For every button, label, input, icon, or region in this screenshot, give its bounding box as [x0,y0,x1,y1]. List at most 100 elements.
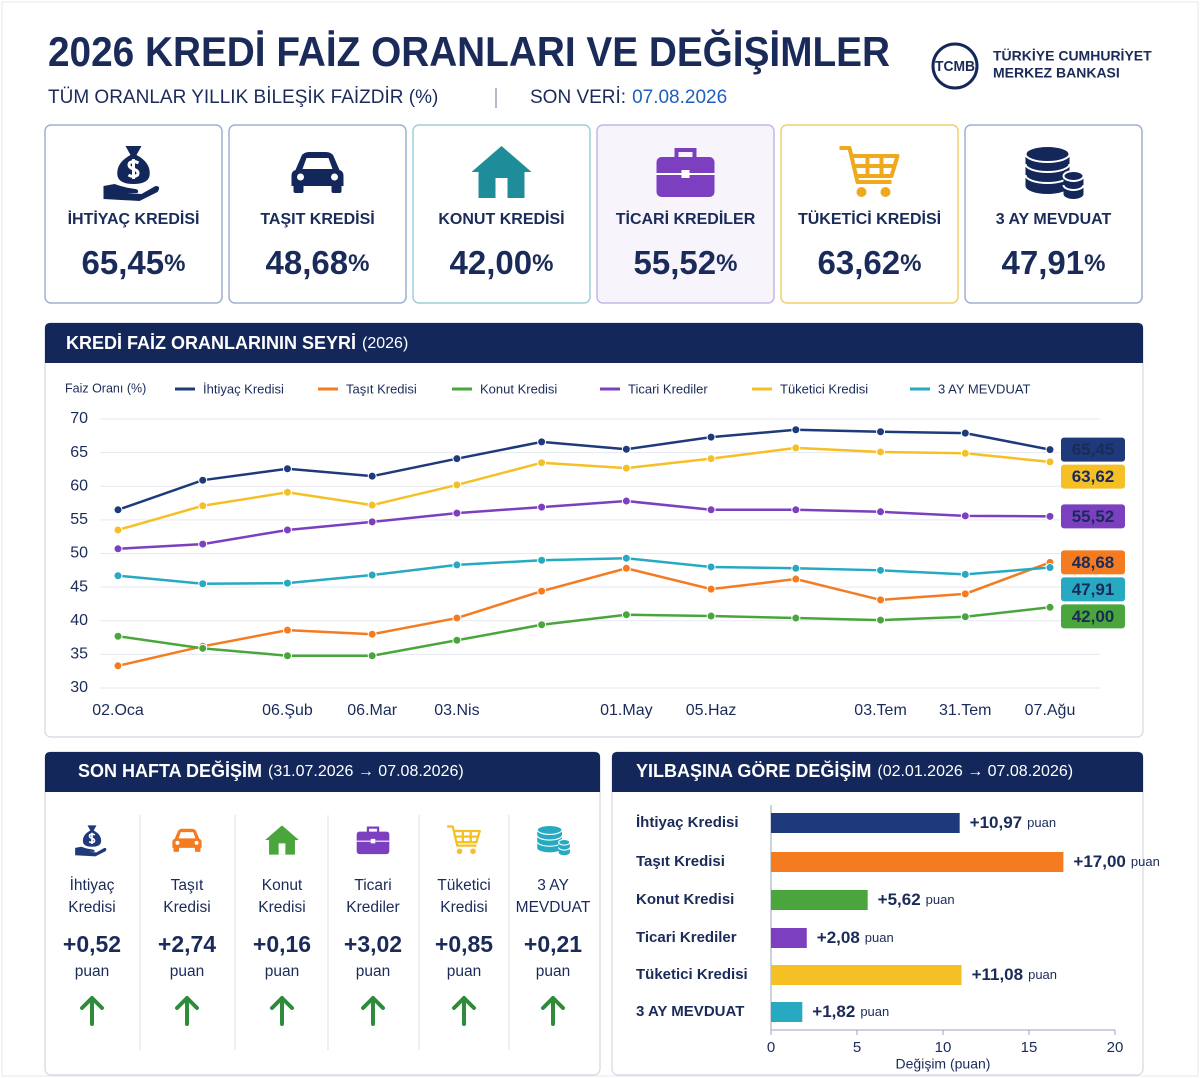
weekly-name: Kredisi [68,899,115,916]
card-icon [654,148,717,199]
up-arrow [80,996,104,1026]
bar-unit: puan [1027,815,1056,830]
weekly-name: Ticari [354,877,391,894]
legend-label: Ticari Krediler [628,381,708,396]
weekly-name: 3 AY [537,877,569,894]
x-tick-label: 10 [935,1039,952,1056]
series-point [960,428,970,438]
series-point [537,437,547,447]
weekly-name: Konut [262,877,303,894]
bar-value: +10,97 [970,813,1022,832]
series-point [706,562,716,572]
card-value-unit: % [164,250,185,277]
series-point [282,578,292,588]
weekly-change: +0,16 [253,931,311,957]
y-axis-label: Faiz Oranı (%) [65,381,146,395]
end-label: 47,91 [1072,580,1115,599]
bar-value: +17,00 [1073,852,1125,871]
y-tick-label: 70 [70,410,88,427]
series-point [452,480,462,490]
card-value: 42,00% [450,244,554,281]
bar-unit: puan [865,930,894,945]
x-tick-label: 06.Mar [347,702,397,719]
card-value-number: 55,52 [634,244,717,281]
end-label-box [1061,464,1125,489]
x-tick-label: 07.Ağu [1025,702,1076,719]
card-value: 47,91% [1002,244,1106,281]
series-point [537,555,547,565]
card-value: 55,52% [634,244,738,281]
bar [771,890,868,910]
series-point [960,448,970,458]
series-line [117,606,1051,657]
weekly-name: Krediler [346,899,399,916]
card-value: 48,68% [266,244,370,281]
x-tick-label: 02.Oca [92,702,144,719]
legend-label: Konut Kredisi [480,381,557,396]
card-value-unit: % [716,250,737,277]
weekly-change: +3,02 [344,931,402,957]
weekly-change: +0,52 [63,931,121,957]
series-point [706,611,716,621]
legend-label: Taşıt Kredisi [346,381,417,396]
x-tick-label: 20 [1107,1039,1124,1056]
series-point [1045,445,1055,455]
up-arrow [541,996,565,1026]
y-tick-label: 55 [70,511,88,528]
weekly-name: MEVDUAT [516,899,591,916]
end-label: 48,68 [1072,553,1115,572]
bar-value: +1,82 [812,1002,855,1021]
card-value-number: 47,91 [1002,244,1085,281]
series-point [706,584,716,594]
bar-category: Ticari Krediler [636,929,737,946]
x-axis-label: Değişim (puan) [896,1056,991,1072]
series-point [452,560,462,570]
x-tick-label: 03.Nis [434,702,479,719]
card-label: 3 AY MEVDUAT [996,211,1112,228]
org-line-1: TÜRKİYE CUMHURİYET [993,48,1152,64]
series-point [198,539,208,549]
last-data-label: SON VERİ: [530,87,626,108]
series-point [1045,511,1055,521]
series-point [621,496,631,506]
bar-panel-header [612,752,1143,792]
panel-title-main: SON HAFTA DEĞİŞİM [78,760,262,781]
series-point [452,613,462,623]
series-point [621,610,631,620]
up-arrow [175,996,199,1026]
series-line [117,499,1051,551]
series-point [198,579,208,589]
series-point [960,589,970,599]
series-point [282,487,292,497]
series-point [282,464,292,474]
weekly-change: +0,85 [435,931,493,957]
end-label-box [1061,604,1125,629]
panel-title-main: YILBAŞINA GÖRE DEĞİŞİM [636,760,871,781]
card-value-number: 63,62 [818,244,901,281]
card-value-unit: % [532,250,553,277]
bar [771,813,960,833]
weekly-name: Kredisi [440,899,487,916]
end-label: 42,00 [1072,607,1115,626]
series-point [282,625,292,635]
series-point [876,427,886,437]
x-tick-label: 05.Haz [686,702,737,719]
title: 2026 KREDİ FAİZ ORANLARI VE DEĞİŞİMLER [48,28,890,75]
series-point [367,500,377,510]
bar-category: İhtiyaç Kredisi [636,814,739,831]
end-label-box [1061,577,1125,602]
series-point [1045,457,1055,467]
card-label: KONUT KREDİSİ [438,210,564,228]
series-point [198,501,208,511]
series-point [791,563,801,573]
bar-category: 3 AY MEVDUAT [636,1003,744,1020]
bar-value-label: +11,08 puan [972,965,1057,984]
panel-title-note: (31.07.2026 → 07.08.2026) [268,763,464,780]
series-point [876,507,886,517]
up-arrow [361,996,385,1026]
bar-value-label: +5,62 puan [878,890,955,909]
weekly-name: Taşıt [171,877,204,894]
card-value: 63,62% [818,244,922,281]
series-point [1045,602,1055,612]
series-point [367,471,377,481]
